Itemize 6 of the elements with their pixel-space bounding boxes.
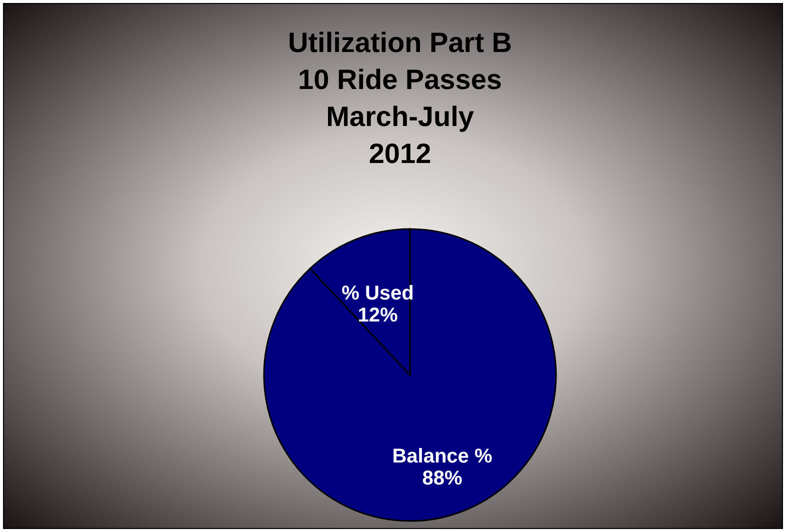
slice-label: % Used <box>342 282 414 305</box>
chart-title: Utilization Part B 10 Ride Passes March-July 2012 <box>288 27 512 169</box>
pie-slice <box>263 228 557 522</box>
slice-label: Balance % <box>392 445 492 468</box>
data-label: 88% <box>422 467 462 490</box>
data-label: 12% <box>358 304 398 327</box>
